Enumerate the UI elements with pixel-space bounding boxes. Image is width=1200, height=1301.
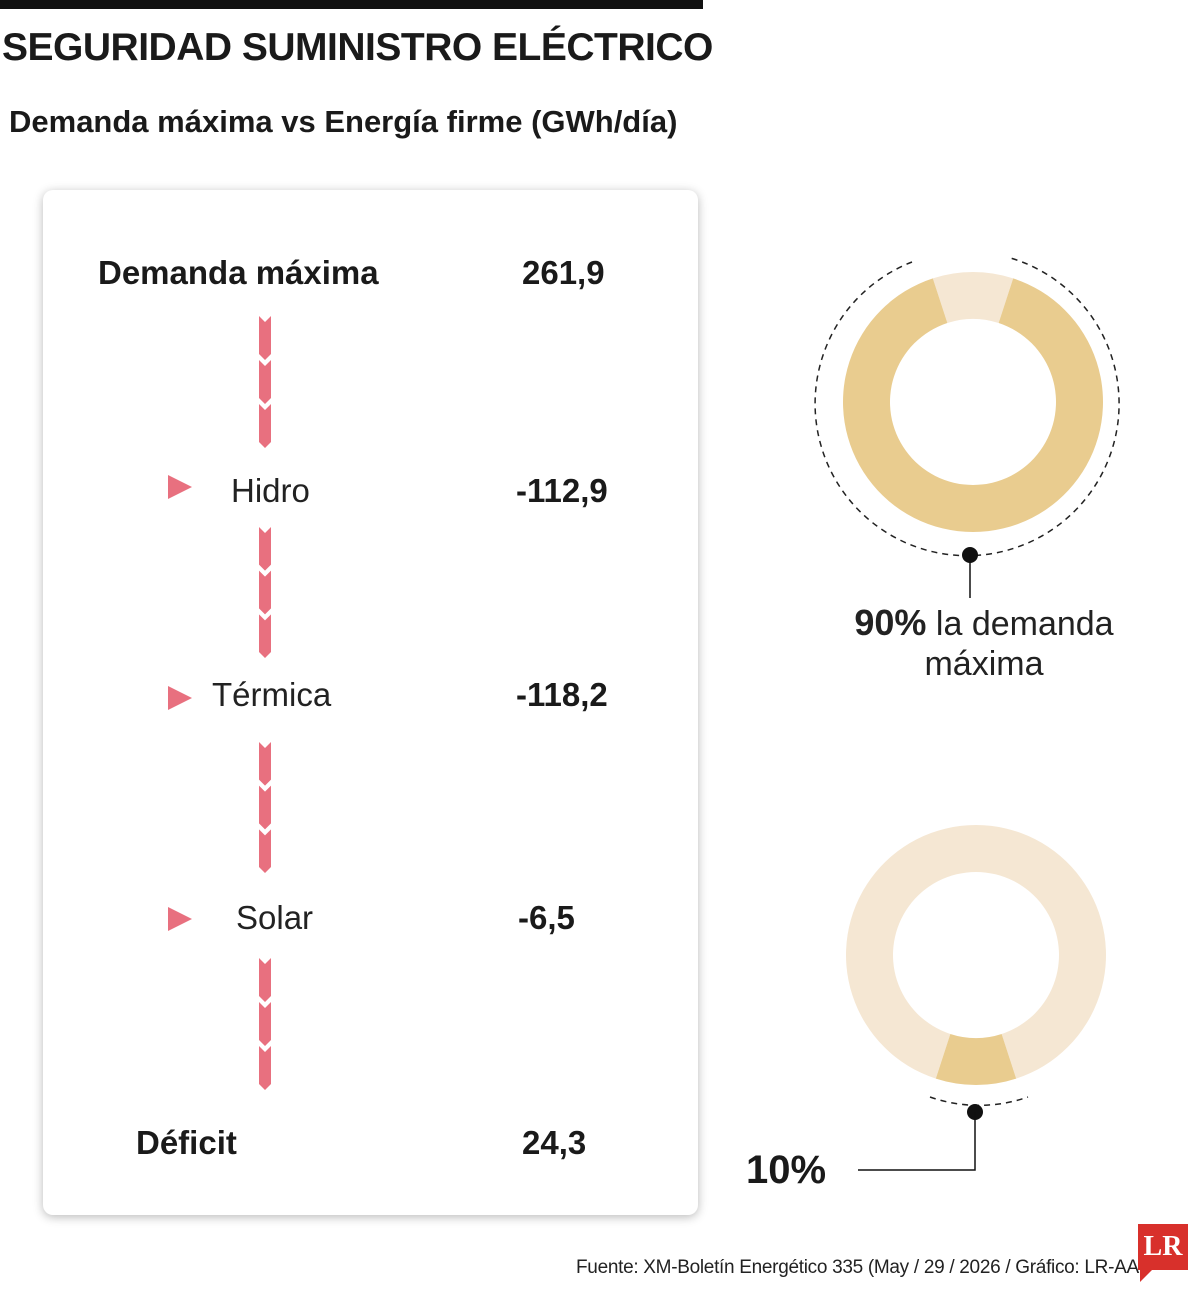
row-label-solar: Solar xyxy=(236,899,314,936)
connector-chevron xyxy=(259,958,271,1002)
donut-90-text: la demanda xyxy=(935,605,1114,643)
connector-chevron xyxy=(259,614,271,658)
triangle-marker-icon xyxy=(168,686,192,710)
row-value-hidro: -112,9 xyxy=(516,472,608,509)
row-value-demanda: 261,9 xyxy=(522,254,605,291)
row-label-deficit: Déficit xyxy=(136,1124,237,1161)
row-label-termica: Térmica xyxy=(212,676,332,713)
row-value-deficit: 24,3 xyxy=(522,1124,587,1161)
row-value-termica: -118,2 xyxy=(516,676,608,713)
connector-chevron xyxy=(259,404,271,448)
waterfall-card xyxy=(43,190,698,1215)
connector-group xyxy=(259,316,271,1090)
donut-10 xyxy=(846,825,1106,1085)
lr-logo: LR xyxy=(1138,1224,1188,1270)
donut-90-value: 90% xyxy=(854,602,927,643)
connector-chevron xyxy=(259,1046,271,1090)
row-value-solar: -6,5 xyxy=(518,899,575,936)
connector-chevron xyxy=(259,829,271,873)
triangle-marker-icon xyxy=(168,475,192,499)
row-label-hidro: Hidro xyxy=(231,472,310,509)
donut-10-value: 10% xyxy=(746,1148,827,1192)
donut-90-dashed-outline xyxy=(814,256,1120,557)
donut-90-text2: máxima xyxy=(924,645,1044,683)
connector-chevron xyxy=(259,785,271,830)
source-note: Fuente: XM-Boletín Energético 335 (May /… xyxy=(576,1257,1139,1278)
donut-90 xyxy=(843,272,1104,532)
connector-chevron xyxy=(259,742,271,786)
donut-10-dashed-outline xyxy=(929,1096,1029,1107)
connector-chevron xyxy=(259,1002,271,1046)
connector-chevron xyxy=(259,527,271,571)
page-subtitle: Demanda máxima vs Energía firme (GWh/día… xyxy=(9,104,678,139)
connector-chevron xyxy=(259,316,271,360)
donut-remainder-slice xyxy=(846,825,1106,1079)
connector-chevron xyxy=(259,360,271,404)
top-rule xyxy=(0,0,703,9)
page-title: SEGURIDAD SUMINISTRO ELÉCTRICO xyxy=(2,26,713,69)
lr-logo-tail xyxy=(1140,1268,1154,1282)
donut-value-slice xyxy=(935,1033,1017,1085)
connector-chevron xyxy=(259,570,271,615)
donut-value-slice xyxy=(843,278,1104,532)
donut-remainder-slice xyxy=(932,272,1014,324)
donut-90-caption: 90% la demanda máxima xyxy=(848,603,1120,684)
row-label-demanda: Demanda máxima xyxy=(98,254,379,291)
pointer-line xyxy=(858,1112,976,1171)
triangle-marker-icon xyxy=(168,907,192,931)
